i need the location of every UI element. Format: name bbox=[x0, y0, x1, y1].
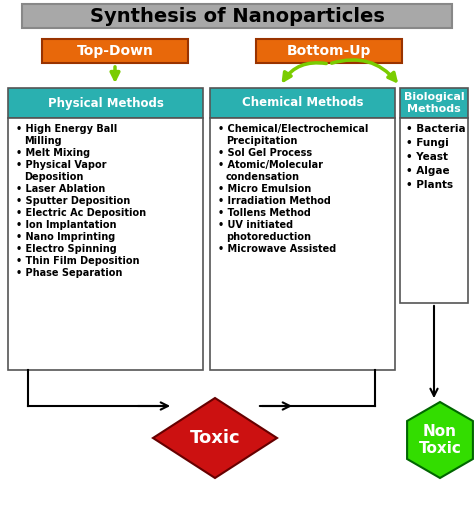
Text: Biological
Methods: Biological Methods bbox=[404, 92, 465, 114]
Polygon shape bbox=[42, 39, 188, 63]
Text: • Bacteria: • Bacteria bbox=[406, 124, 465, 134]
Text: • Ion Implantation: • Ion Implantation bbox=[16, 220, 117, 230]
Text: • Sputter Deposition: • Sputter Deposition bbox=[16, 196, 130, 206]
Text: • Physical Vapor: • Physical Vapor bbox=[16, 160, 107, 170]
Text: photoreduction: photoreduction bbox=[226, 232, 311, 242]
Text: • Laser Ablation: • Laser Ablation bbox=[16, 184, 105, 194]
Text: Toxic: Toxic bbox=[190, 429, 240, 447]
Text: • Electric Ac Deposition: • Electric Ac Deposition bbox=[16, 208, 146, 218]
Polygon shape bbox=[400, 88, 468, 118]
Text: Top-Down: Top-Down bbox=[77, 44, 154, 58]
Text: • Irradiation Method: • Irradiation Method bbox=[218, 196, 331, 206]
Text: Chemical Methods: Chemical Methods bbox=[242, 96, 363, 109]
Polygon shape bbox=[210, 88, 395, 118]
Text: • Microwave Assisted: • Microwave Assisted bbox=[218, 244, 336, 254]
Text: • Phase Separation: • Phase Separation bbox=[16, 268, 122, 278]
Text: Bottom-Up: Bottom-Up bbox=[287, 44, 371, 58]
Text: • Nano Imprinting: • Nano Imprinting bbox=[16, 232, 115, 242]
Polygon shape bbox=[407, 402, 473, 478]
Text: • Thin Film Deposition: • Thin Film Deposition bbox=[16, 256, 139, 266]
Text: Deposition: Deposition bbox=[24, 172, 83, 182]
Text: • Algae: • Algae bbox=[406, 166, 450, 176]
Polygon shape bbox=[8, 88, 203, 118]
Polygon shape bbox=[153, 398, 277, 478]
Text: • High Energy Ball: • High Energy Ball bbox=[16, 124, 117, 134]
Text: condensation: condensation bbox=[226, 172, 300, 182]
Polygon shape bbox=[400, 118, 468, 303]
Text: Milling: Milling bbox=[24, 136, 62, 146]
Text: Precipitation: Precipitation bbox=[226, 136, 297, 146]
Text: • Melt Mixing: • Melt Mixing bbox=[16, 148, 90, 158]
Text: • Yeast: • Yeast bbox=[406, 152, 448, 162]
Polygon shape bbox=[210, 118, 395, 370]
Text: Synthesis of Nanoparticles: Synthesis of Nanoparticles bbox=[90, 7, 384, 25]
Text: • Electro Spinning: • Electro Spinning bbox=[16, 244, 117, 254]
Text: • Sol Gel Process: • Sol Gel Process bbox=[218, 148, 312, 158]
Polygon shape bbox=[8, 118, 203, 370]
Polygon shape bbox=[22, 4, 452, 28]
Text: • Fungi: • Fungi bbox=[406, 138, 449, 148]
Text: Physical Methods: Physical Methods bbox=[47, 96, 164, 109]
Text: • Chemical/Electrochemical: • Chemical/Electrochemical bbox=[218, 124, 368, 134]
Text: • Plants: • Plants bbox=[406, 180, 453, 190]
Text: Non
Toxic: Non Toxic bbox=[419, 424, 461, 456]
Polygon shape bbox=[256, 39, 402, 63]
Text: • UV initiated: • UV initiated bbox=[218, 220, 293, 230]
Text: • Atomic/Molecular: • Atomic/Molecular bbox=[218, 160, 323, 170]
Text: • Tollens Method: • Tollens Method bbox=[218, 208, 311, 218]
Text: • Micro Emulsion: • Micro Emulsion bbox=[218, 184, 311, 194]
